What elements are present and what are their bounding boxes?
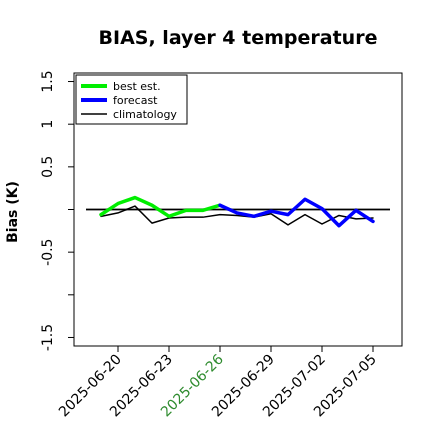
x-axis-ticks: 2025-06-202025-06-232025-06-262025-06-29… [56,346,380,420]
legend-box [75,74,188,125]
chart-title: BIAS, layer 4 temperature [99,27,378,49]
y-axis-label: Bias (K) [5,181,21,243]
y-tick-label: 1 [40,120,56,129]
y-tick-label: 1.5 [40,70,56,92]
y-axis-ticks: -1.5 -0.5 0.5 1 1.5 [40,70,74,351]
legend-label: best est. [113,80,161,93]
y-tick-label: 0.5 [40,156,56,178]
series-group [99,195,375,228]
series-line-climatology [100,205,374,226]
series-line-best-est [99,195,222,219]
y-tick-label: -0.5 [40,239,56,266]
legend-label: forecast [113,94,158,107]
series-line-forecast [218,197,375,228]
y-tick-label: -1.5 [40,324,56,351]
legend-label: climatology [113,108,177,121]
